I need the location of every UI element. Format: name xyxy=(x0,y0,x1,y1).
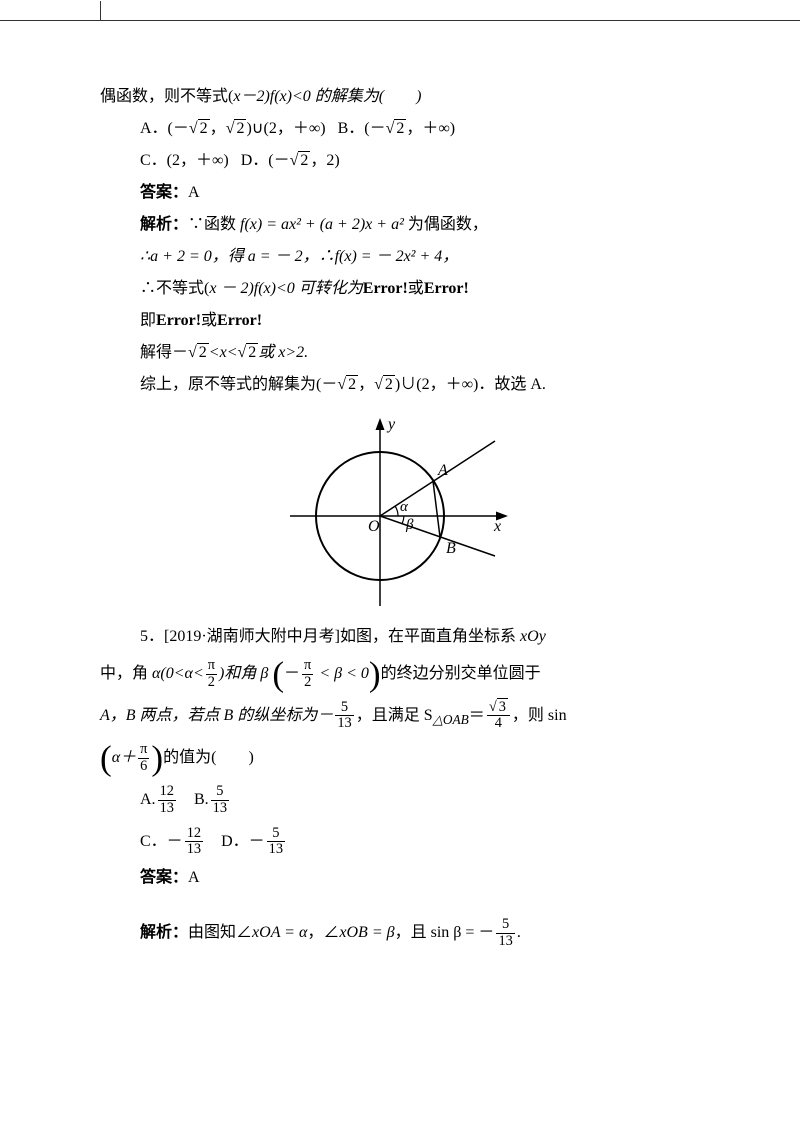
label-a: A xyxy=(437,462,448,479)
text: ，且满足 S xyxy=(356,707,433,724)
text: ∵函数 xyxy=(188,216,240,233)
expr: f(x) = ax² + (a + 2)x + a² xyxy=(240,216,408,233)
label-beta: β xyxy=(405,517,414,533)
label-b: B xyxy=(446,540,456,557)
option-b: B.513 xyxy=(194,791,231,808)
text: A，B 两点，若点 B 的纵坐标为－ xyxy=(100,707,333,724)
q4-sol2: ∴a + 2 = 0，得 a = － 2，∴f(x) = － 2x² + 4， xyxy=(100,241,740,273)
error-text: Error! xyxy=(424,280,469,297)
q5-sol1: 解析：由图知∠xOA = α，∠xOB = β，且 sin β = －513. xyxy=(100,912,740,954)
text: 偶函数，则不等式( xyxy=(100,88,233,105)
text: 或 xyxy=(201,312,217,329)
text: 如图，在平面直角坐标系 xyxy=(340,628,520,645)
rparen-icon: ) xyxy=(369,654,381,693)
expr: α＋ xyxy=(112,749,136,766)
text: 综上，原不等式的解集为(－ xyxy=(140,376,337,393)
source: [2019·湖南师大附中月考] xyxy=(164,628,340,645)
option-b: B．(－2，＋∞) xyxy=(338,120,456,137)
text: ＝ xyxy=(469,707,485,724)
q4-stem: 偶函数，则不等式(x－2)f(x)<0 的解集为( ) xyxy=(100,81,740,113)
label-o: O xyxy=(368,518,380,535)
text: 解得－ xyxy=(140,344,188,361)
q5-stem-line2: 中，角 α(0<α<π2)和角 β (－π2 < β < 0)的终边分别交单位圆… xyxy=(100,653,740,695)
q4-sol1: 解析：∵函数 f(x) = ax² + (a + 2)x + a² 为偶函数， xyxy=(100,209,740,241)
q4-answer: 答案：A xyxy=(100,177,740,209)
label: 解析： xyxy=(140,216,188,233)
label-alpha: α xyxy=(400,499,409,515)
text: 即 xyxy=(140,312,156,329)
q4-sol4: 即Error!或Error! xyxy=(100,305,740,337)
q5-stem-line3: A，B 两点，若点 B 的纵坐标为－513，且满足 S△OAB＝34，则 sin xyxy=(100,695,740,738)
value: A xyxy=(188,184,200,201)
option-a: A．(－2，2)∪(2，＋∞) xyxy=(140,120,326,137)
label-x: x xyxy=(493,518,501,535)
q5-options-cd: C．－1213 D．－513 xyxy=(100,821,740,863)
option-d: D．－513 xyxy=(221,833,287,850)
text: )∪(2，＋∞)．故选 A. xyxy=(395,376,546,393)
q4-sol5: 解得－2<x<2或 x>2. xyxy=(100,337,740,369)
error-text: Error! xyxy=(217,312,262,329)
option-c: C．(2，＋∞) xyxy=(140,152,229,169)
arc-alpha xyxy=(395,506,398,516)
expr: x－2)f(x)<0 的解集为( ) xyxy=(233,88,421,105)
expr: )和角 β xyxy=(219,665,268,682)
text: ，则 sin xyxy=(512,707,567,724)
expr: x － 2)f(x)<0 可转化为 xyxy=(209,280,362,297)
num: 5． xyxy=(140,628,164,645)
expr: < β < 0 xyxy=(315,665,369,682)
option-d: D．(－2，2) xyxy=(241,152,340,169)
text: 的终边分别交单位圆于 xyxy=(381,665,541,682)
error-text: Error! xyxy=(363,280,408,297)
q5-stem-line1: 5．[2019·湖南师大附中月考]如图，在平面直角坐标系 xOy xyxy=(100,621,740,653)
q4-sol3: ∴不等式(x － 2)f(x)<0 可转化为Error!或Error! xyxy=(100,273,740,305)
expr: <x< xyxy=(209,344,238,361)
error-text: Error! xyxy=(156,312,201,329)
text: 的值为( ) xyxy=(163,749,254,766)
arc-beta xyxy=(402,516,404,524)
text: . xyxy=(517,924,521,941)
label: 答案： xyxy=(140,869,188,886)
label: 答案： xyxy=(140,184,188,201)
q4-options-ab: A．(－2，2)∪(2，＋∞) B．(－2，＋∞) xyxy=(100,113,740,145)
q5-answer: 答案：A xyxy=(100,862,740,894)
lparen-icon: ( xyxy=(100,739,112,778)
text: 中，角 xyxy=(100,665,152,682)
text: － xyxy=(284,665,300,682)
rparen-icon: ) xyxy=(151,739,163,778)
expr: xOA = α xyxy=(252,924,307,941)
text: 由图知∠ xyxy=(188,924,252,941)
text: 为偶函数， xyxy=(408,216,488,233)
text: ， xyxy=(358,376,374,393)
expr: 或 x>2. xyxy=(258,344,308,361)
sub: △OAB xyxy=(433,712,469,727)
q5-options-ab: A.1213 B.513 xyxy=(100,779,740,821)
document-page: 偶函数，则不等式(x－2)f(x)<0 的解集为( ) A．(－2，2)∪(2，… xyxy=(0,20,800,994)
expr: xOB = β xyxy=(339,924,394,941)
option-c: C．－1213 xyxy=(140,833,205,850)
label: 解析： xyxy=(140,924,188,941)
text: ，∠ xyxy=(307,924,339,941)
option-a: A.1213 xyxy=(140,791,178,808)
q4-options-cd: C．(2，＋∞) D．(－2，2) xyxy=(100,145,740,177)
expr: xOy xyxy=(520,628,546,645)
expr: ∴a + 2 = 0，得 a = － 2，∴f(x) = － 2x² + 4， xyxy=(140,248,458,265)
lparen-icon: ( xyxy=(272,654,284,693)
unit-circle-diagram: O x y A B α β xyxy=(280,411,510,611)
q4-sol6: 综上，原不等式的解集为(－2，2)∪(2，＋∞)．故选 A. xyxy=(100,369,740,401)
label-y: y xyxy=(386,416,396,433)
value: A xyxy=(188,869,200,886)
text: ，且 sin β = － xyxy=(395,924,495,941)
q5-stem-line4: (α＋π6)的值为( ) xyxy=(100,737,740,779)
text: ∴不等式( xyxy=(140,280,209,297)
expr: α(0<α< xyxy=(152,665,204,682)
text: 或 xyxy=(408,280,424,297)
